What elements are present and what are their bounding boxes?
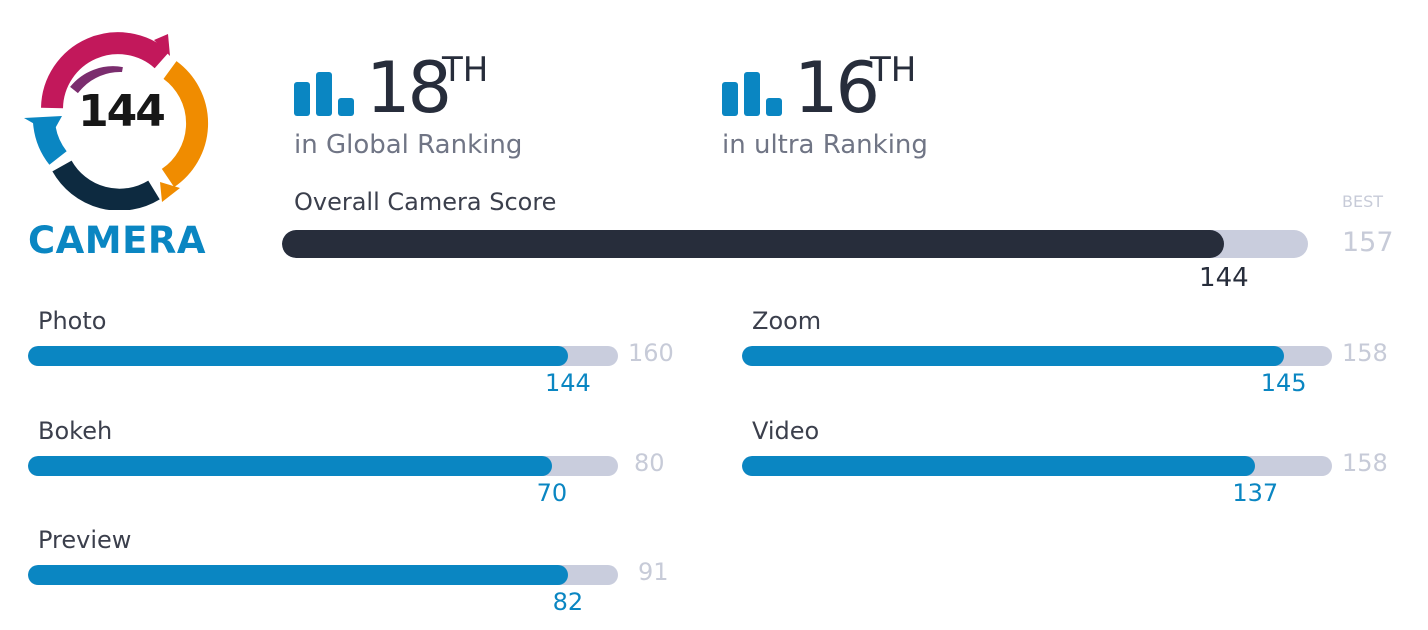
bar-chart-icon [294, 72, 356, 116]
overall-score-label: Overall Camera Score [294, 188, 557, 216]
rank-suffix: TH [442, 50, 489, 90]
metric-value-bokeh: 70 [536, 479, 568, 507]
metric-value-preview: 82 [552, 588, 584, 616]
metric-fill-photo [28, 346, 568, 366]
rank-number: 18 [366, 47, 452, 129]
metric-label-preview: Preview [38, 526, 132, 554]
metric-bar-preview [28, 565, 618, 585]
metric-label-zoom: Zoom [752, 307, 822, 335]
metric-fill-bokeh [28, 456, 552, 476]
metric-bar-bokeh [28, 456, 618, 476]
overall-score-bar [282, 230, 1308, 258]
rank-number: 16 [794, 47, 880, 129]
metric-label-bokeh: Bokeh [38, 417, 113, 445]
badge-label: CAMERA [28, 219, 207, 262]
rank-suffix: TH [870, 50, 917, 90]
metric-best-preview: 91 [638, 558, 669, 586]
best-label: BEST [1342, 192, 1384, 211]
metric-bar-video [742, 456, 1332, 476]
metric-fill-zoom [742, 346, 1284, 366]
overall-score-fill [282, 230, 1224, 258]
metric-value-video: 137 [1232, 479, 1279, 507]
metric-value-zoom: 145 [1260, 369, 1307, 397]
metric-best-video: 158 [1342, 449, 1388, 477]
rank-text: in Global Ranking [294, 130, 523, 160]
camera-score-badge [22, 30, 210, 211]
rank-text: in ultra Ranking [722, 130, 928, 160]
metric-best-zoom: 158 [1342, 339, 1388, 367]
overall-best-value: 157 [1342, 227, 1394, 258]
metric-fill-video [742, 456, 1256, 476]
metric-label-photo: Photo [38, 307, 107, 335]
metric-bar-zoom [742, 346, 1332, 366]
metric-best-bokeh: 80 [634, 449, 665, 477]
metric-best-photo: 160 [628, 339, 674, 367]
badge-score: 144 [78, 86, 166, 137]
metric-value-photo: 144 [544, 369, 591, 397]
bar-chart-icon [722, 72, 784, 116]
metric-fill-preview [28, 565, 568, 585]
metric-label-video: Video [752, 417, 820, 445]
metric-bar-photo [28, 346, 618, 366]
overall-score-value: 144 [1199, 263, 1249, 293]
score-ring-icon [24, 32, 209, 211]
